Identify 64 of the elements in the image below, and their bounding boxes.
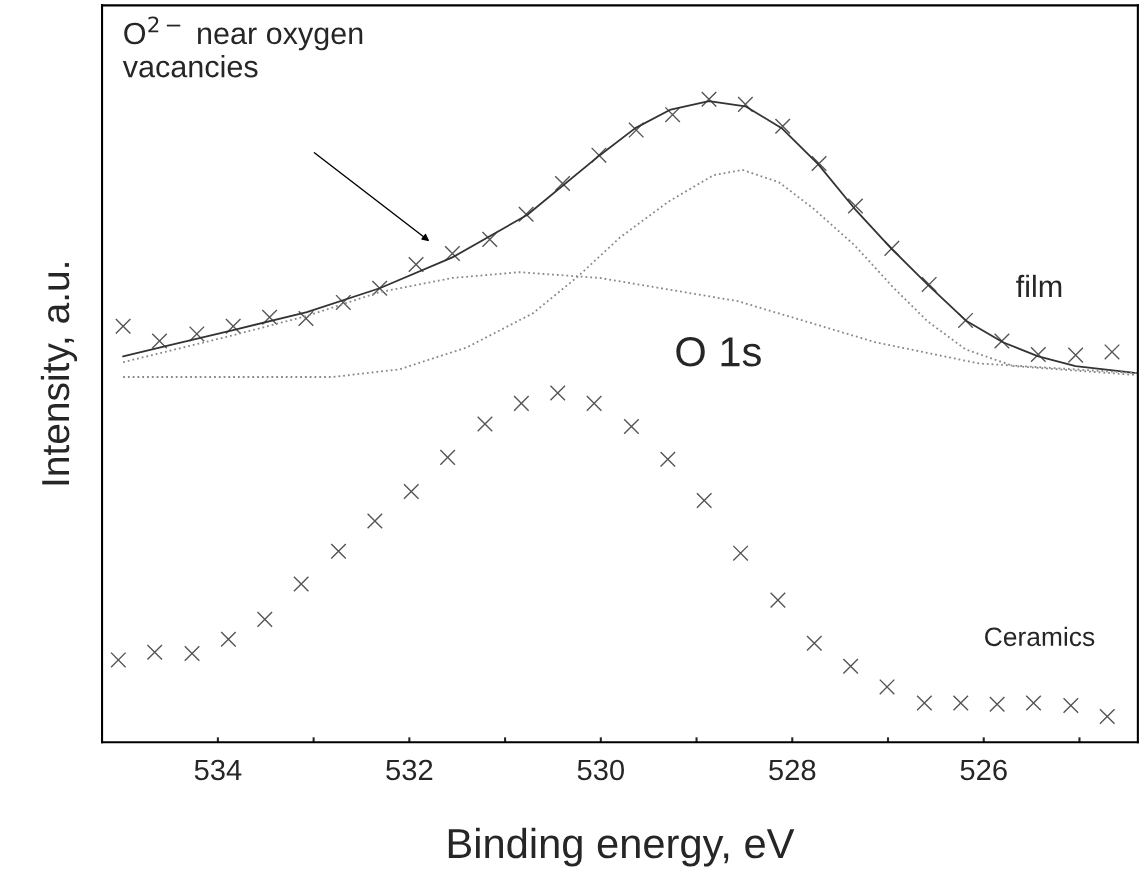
annotation: Ceramics [985,626,1095,647]
point [993,333,1010,349]
point [330,543,347,560]
point [769,592,786,609]
point [806,635,823,652]
point [623,418,640,435]
point [590,147,607,164]
point [701,91,717,108]
point [366,513,383,529]
x-tick-label: 526 [960,759,1007,781]
point [518,206,535,223]
point [774,118,791,135]
point [549,385,566,402]
point [1062,697,1079,714]
point [335,294,352,311]
point [481,231,498,248]
point [256,611,273,628]
point [1025,695,1042,711]
point [220,631,237,648]
point [842,658,859,675]
text: O$^{2−}$ near oxygen vacancies [122,16,363,78]
point [664,106,681,123]
point [921,276,938,293]
point [146,644,163,661]
x-axis-title: Binding energy, eV [448,827,795,867]
point [444,245,461,262]
point [115,318,132,335]
point [1067,347,1084,364]
point [847,197,864,214]
annotation: O 1s [676,337,761,367]
x-tick-label: 530 [577,759,624,781]
point [371,280,388,297]
point [879,678,896,695]
point [916,695,933,711]
point [1030,346,1047,363]
point [439,449,456,466]
point [554,175,571,192]
point [225,318,242,335]
point [297,310,314,327]
x-tick-label: 532 [386,759,433,781]
annotation: film [1016,274,1062,297]
point [151,333,168,349]
point [1104,343,1120,360]
point [732,545,749,562]
point [513,395,530,412]
point [110,651,127,668]
point [184,645,201,662]
point [696,492,713,509]
point [586,395,603,412]
point [261,309,278,326]
point [811,155,828,172]
x-tick-label: 534 [194,759,242,781]
point [1099,708,1116,725]
point [659,451,676,468]
y-axis-title: Intensity, a.u. [40,263,78,485]
point [293,576,310,593]
point [628,122,645,139]
point [476,415,493,432]
point [952,695,969,711]
point [188,325,205,342]
point [403,483,420,500]
x-tick-label: 528 [769,759,816,781]
point [408,256,425,273]
point [989,696,1006,713]
